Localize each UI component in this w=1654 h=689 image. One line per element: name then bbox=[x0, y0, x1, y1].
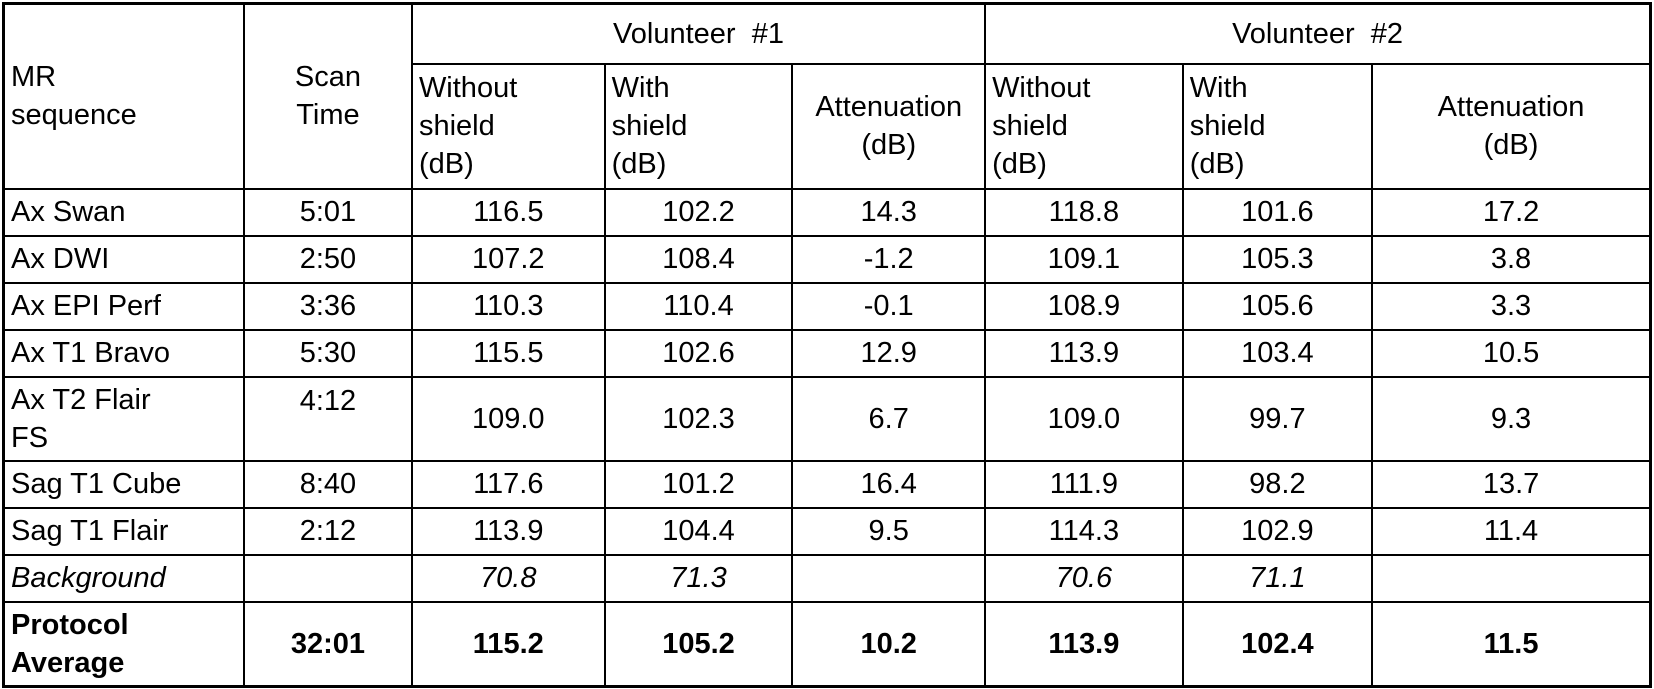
v2-without-shield-cell: 111.9 bbox=[984, 459, 1184, 509]
v2-without-shield-cell: 109.0 bbox=[984, 375, 1184, 462]
v1-with-shield-cell: 108.4 bbox=[603, 234, 794, 284]
table-row: Sag T1 Flair 2:12 113.9 104.4 9.5 114.3 102.9 1… bbox=[2, 506, 1652, 556]
v2-attenuation-cell: 11.4 bbox=[1371, 506, 1652, 556]
v1-without-shield-cell: 109.0 bbox=[410, 375, 606, 462]
table-body: Ax Swan 5:01 116.5 102.2 14.3 118.8 101.6 17.2 A… bbox=[2, 187, 1652, 687]
table-row: Sag T1 Cube 8:40 117.6 101.2 16.4 111.9 98.2 13… bbox=[2, 459, 1652, 509]
v1-with-shield-cell: 102.3 bbox=[603, 375, 794, 462]
header-group-row: MR sequence Scan Time Volunteer #1 Volun… bbox=[2, 2, 1652, 190]
v1-attenuation-header: Attenuation (dB) bbox=[791, 62, 987, 190]
v1-without-shield-cell: 117.6 bbox=[410, 459, 606, 509]
table-header: MR sequence Scan Time Volunteer #1 Volun… bbox=[2, 2, 1652, 190]
mr-sequence-cell: Sag T1 Flair bbox=[2, 506, 245, 556]
mr-sequence-cell: Background bbox=[2, 553, 245, 603]
v1-without-shield-cell: 115.5 bbox=[410, 328, 606, 378]
scan-time-cell: 3:36 bbox=[242, 281, 413, 331]
v2-without-shield-cell: 70.6 bbox=[984, 553, 1184, 603]
table-row: Protocol Average 32:01 115.2 105.2 10.2 113.9… bbox=[2, 600, 1652, 687]
v1-attenuation-cell: 14.3 bbox=[791, 187, 987, 237]
header-sub-row: Without shield (dB) With shield (dB) Att… bbox=[4, 62, 1652, 190]
v2-with-shield-header: With shield (dB) bbox=[1181, 62, 1374, 190]
v1-attenuation-cell: 9.5 bbox=[791, 506, 987, 556]
v1-with-shield-cell: 110.4 bbox=[603, 281, 794, 331]
v1-with-shield-cell: 104.4 bbox=[603, 506, 794, 556]
scan-time-cell: 5:01 bbox=[242, 187, 413, 237]
table-row: Ax DWI 2:50 107.2 108.4 -1.2 109.1 105.3 3.8 bbox=[2, 234, 1652, 284]
v2-without-shield-cell: 118.8 bbox=[984, 187, 1184, 237]
v2-without-shield-cell: 109.1 bbox=[984, 234, 1184, 284]
v2-attenuation-header: Attenuation (dB) bbox=[1371, 62, 1652, 190]
mr-sequence-cell: Ax T1 Bravo bbox=[2, 328, 245, 378]
v2-attenuation-cell: 3.3 bbox=[1371, 281, 1652, 331]
v2-attenuation-cell: 13.7 bbox=[1371, 459, 1652, 509]
table-row: Background 70.8 71.3 70.6 71.1 bbox=[2, 553, 1652, 603]
v2-attenuation-cell: 9.3 bbox=[1371, 375, 1652, 462]
v1-with-shield-cell: 105.2 bbox=[603, 600, 794, 687]
v1-with-shield-cell: 71.3 bbox=[603, 553, 794, 603]
v1-without-shield-cell: 115.2 bbox=[410, 600, 606, 687]
v2-with-shield-cell: 105.3 bbox=[1181, 234, 1374, 284]
v1-without-shield-cell: 107.2 bbox=[410, 234, 606, 284]
scan-time-cell: 4:12 bbox=[242, 375, 413, 462]
v1-without-shield-cell: 70.8 bbox=[410, 553, 606, 603]
mr-sequence-cell: Protocol Average bbox=[2, 600, 245, 687]
v1-attenuation-cell: 10.2 bbox=[791, 600, 987, 687]
table-row: Ax T1 Bravo 5:30 115.5 102.6 12.9 113.9 103.4 1… bbox=[2, 328, 1652, 378]
mr-sequence-cell: Ax EPI Perf bbox=[2, 281, 245, 331]
v2-without-shield-cell: 113.9 bbox=[984, 328, 1184, 378]
v1-without-shield-header: Without shield (dB) bbox=[410, 62, 606, 190]
volunteer-2-header: Volunteer #2 bbox=[984, 2, 1652, 65]
scan-time-cell: 5:30 bbox=[242, 328, 413, 378]
v1-attenuation-cell: -1.2 bbox=[791, 234, 987, 284]
v1-attenuation-cell: 12.9 bbox=[791, 328, 987, 378]
mr-sequence-cell: Ax DWI bbox=[2, 234, 245, 284]
mr-sequence-cell: Ax T2 Flair FS bbox=[2, 375, 245, 462]
scan-time-header: Scan Time bbox=[242, 2, 413, 190]
v2-with-shield-cell: 101.6 bbox=[1181, 187, 1374, 237]
table-row: Ax EPI Perf 3:36 110.3 110.4 -0.1 108.9 105.6 3… bbox=[2, 281, 1652, 331]
v1-attenuation-cell bbox=[791, 553, 987, 603]
v1-without-shield-cell: 110.3 bbox=[410, 281, 606, 331]
v1-with-shield-cell: 102.2 bbox=[603, 187, 794, 237]
v2-with-shield-cell: 71.1 bbox=[1181, 553, 1374, 603]
mr-sequence-cell: Ax Swan bbox=[2, 187, 245, 237]
v2-with-shield-cell: 103.4 bbox=[1181, 328, 1374, 378]
v2-with-shield-cell: 99.7 bbox=[1181, 375, 1374, 462]
v2-with-shield-cell: 102.9 bbox=[1181, 506, 1374, 556]
v2-attenuation-cell bbox=[1371, 553, 1652, 603]
scan-time-cell: 8:40 bbox=[242, 459, 413, 509]
scan-time-cell bbox=[242, 553, 413, 603]
v1-attenuation-cell: 16.4 bbox=[791, 459, 987, 509]
table-row: Ax T2 Flair FS 4:12 109.0 102.3 6.7 109.0 99.7… bbox=[2, 375, 1652, 462]
v2-without-shield-cell: 108.9 bbox=[984, 281, 1184, 331]
v2-with-shield-cell: 105.6 bbox=[1181, 281, 1374, 331]
v2-attenuation-cell: 17.2 bbox=[1371, 187, 1652, 237]
mr-sequence-cell: Sag T1 Cube bbox=[2, 459, 245, 509]
v1-with-shield-cell: 101.2 bbox=[603, 459, 794, 509]
scan-time-cell: 2:12 bbox=[242, 506, 413, 556]
v2-attenuation-cell: 10.5 bbox=[1371, 328, 1652, 378]
v1-without-shield-cell: 116.5 bbox=[410, 187, 606, 237]
v2-without-shield-cell: 114.3 bbox=[984, 506, 1184, 556]
v1-without-shield-cell: 113.9 bbox=[410, 506, 606, 556]
v1-with-shield-cell: 102.6 bbox=[603, 328, 794, 378]
v2-attenuation-cell: 11.5 bbox=[1371, 600, 1652, 687]
table-row: Ax Swan 5:01 116.5 102.2 14.3 118.8 101.6 17.2 bbox=[2, 187, 1652, 237]
v2-without-shield-cell: 113.9 bbox=[984, 600, 1184, 687]
v1-attenuation-cell: 6.7 bbox=[791, 375, 987, 462]
v2-with-shield-cell: 98.2 bbox=[1181, 459, 1374, 509]
scan-time-cell: 2:50 bbox=[242, 234, 413, 284]
v2-attenuation-cell: 3.8 bbox=[1371, 234, 1652, 284]
v1-with-shield-header: With shield (dB) bbox=[603, 62, 794, 190]
v1-attenuation-cell: -0.1 bbox=[791, 281, 987, 331]
scan-time-cell: 32:01 bbox=[242, 600, 413, 687]
v2-without-shield-header: Without shield (dB) bbox=[984, 62, 1184, 190]
v2-with-shield-cell: 102.4 bbox=[1181, 600, 1374, 687]
volunteer-1-header: Volunteer #1 bbox=[410, 2, 987, 65]
mr-sequence-header: MR sequence bbox=[2, 2, 245, 190]
